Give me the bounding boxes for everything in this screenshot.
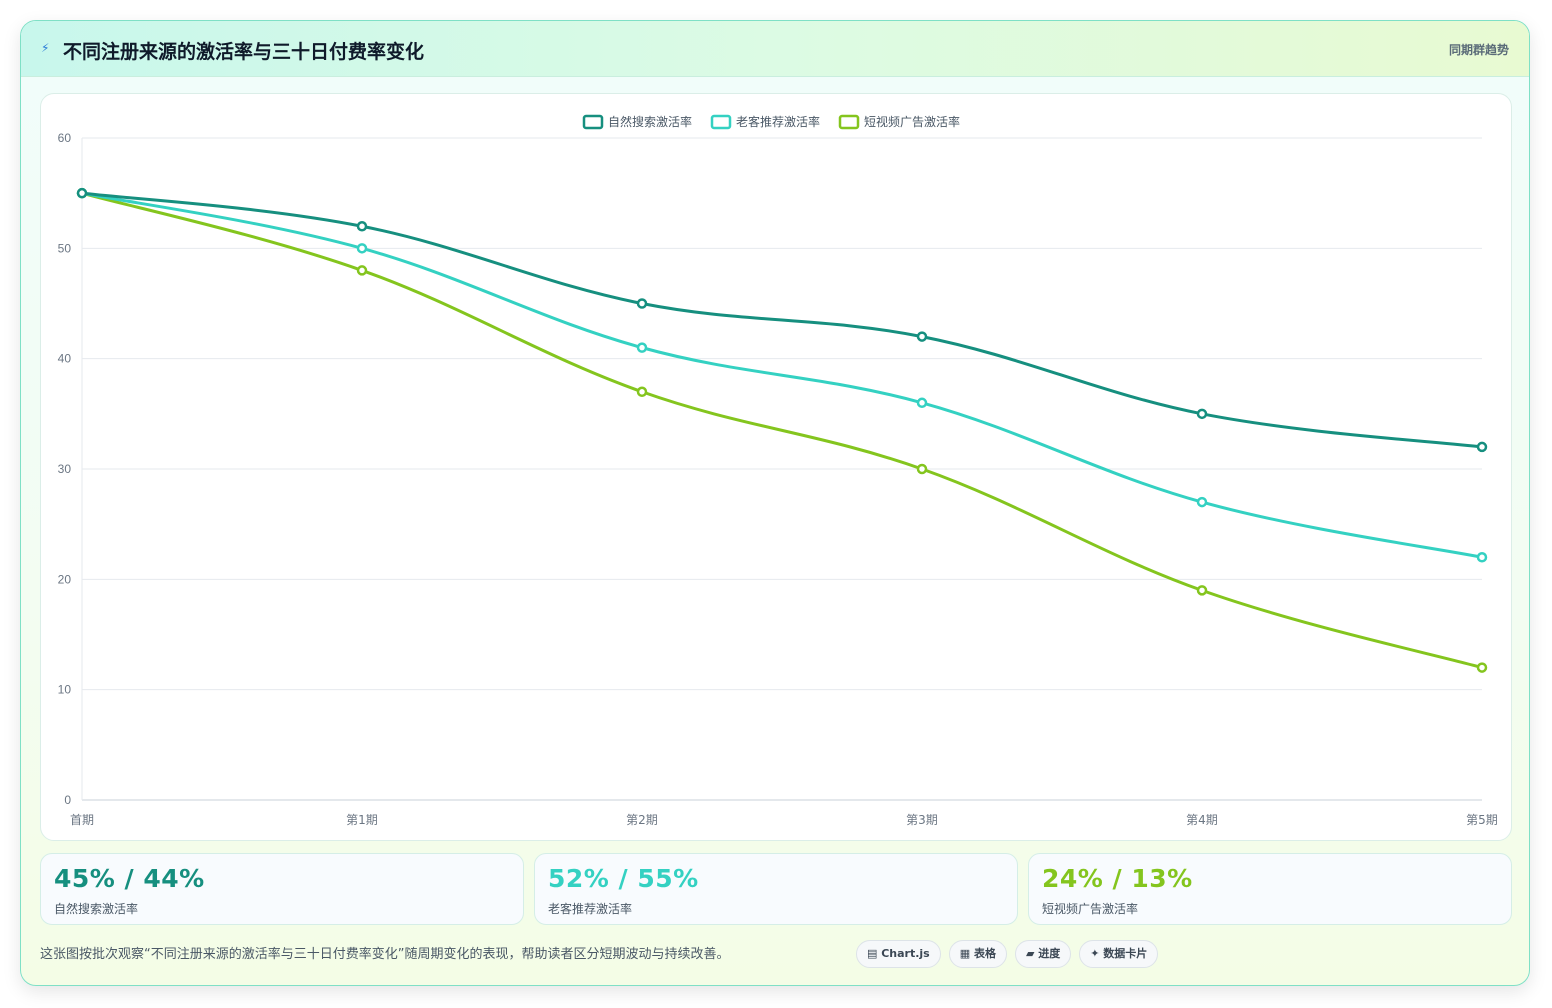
legend-label: 老客推荐激活率 xyxy=(736,114,820,129)
stat-card-referral: 52% / 55% 老客推荐激活率 xyxy=(534,853,1018,925)
legend-swatch xyxy=(710,114,732,130)
header-tag: 同期群趋势 xyxy=(1448,43,1509,57)
page-title: 不同注册来源的激活率与三十日付费率变化 xyxy=(63,41,425,63)
x-tick-label: 第2期 xyxy=(626,813,658,827)
x-tick-label: 第1期 xyxy=(346,813,378,827)
data-point xyxy=(356,221,368,232)
tag-list: ▤ Chart.js ▦ 表格 ▰ 进度 ✦ 数据卡片 xyxy=(856,940,1159,968)
footnote: 这张图按批次观察“不同注册来源的激活率与三十日付费率变化”随周期变化的表现，帮助… xyxy=(40,947,730,962)
y-tick-label: 30 xyxy=(58,462,72,476)
data-point xyxy=(916,331,928,342)
x-tick-label: 第4期 xyxy=(1186,813,1218,827)
tag-table[interactable]: ▦ 表格 xyxy=(948,940,1007,968)
x-tick-label: 第5期 xyxy=(1466,813,1498,827)
legend-label: 自然搜索激活率 xyxy=(608,114,692,129)
legend-label: 短视频广告激活率 xyxy=(864,114,960,129)
legend-swatch xyxy=(582,114,604,130)
chart-area: 0 10 20 30 40 50 60 首期 第1期 第2期 第3期 第4期 第5期 自然搜索激活率 老客推… xyxy=(40,93,1512,841)
y-tick-label: 20 xyxy=(58,572,72,586)
chart-card: ⚡ 不同注册来源的激活率与三十日付费率变化 同期群趋势 0 10 20 30 40 50 6… xyxy=(20,20,1530,986)
stat-label: 短视频广告激活率 xyxy=(1042,902,1139,916)
y-tick-label: 60 xyxy=(58,131,72,145)
data-point xyxy=(1476,441,1488,453)
stat-label: 老客推荐激活率 xyxy=(548,902,633,916)
data-point xyxy=(1196,496,1208,508)
y-tick-label: 40 xyxy=(58,352,72,366)
y-tick-label: 0 xyxy=(64,793,71,807)
lightning-icon: ⚡ xyxy=(41,41,50,55)
stat-label: 自然搜索激活率 xyxy=(54,902,139,916)
stat-card-organic: 45% / 44% 自然搜索激活率 xyxy=(40,853,524,925)
x-tick-label: 第3期 xyxy=(906,813,938,827)
tag-chartjs[interactable]: ▤ Chart.js xyxy=(856,940,941,968)
x-tick-label: 首期 xyxy=(70,813,94,827)
series-line xyxy=(81,191,1483,449)
tag-data-card[interactable]: ✦ 数据卡片 xyxy=(1079,940,1159,968)
series-line xyxy=(81,191,1483,559)
data-point xyxy=(1196,408,1208,420)
tag-progress[interactable]: ▰ 进度 xyxy=(1014,940,1072,968)
data-point xyxy=(356,265,368,276)
data-point xyxy=(916,397,928,409)
data-point xyxy=(636,298,648,309)
data-point xyxy=(1476,662,1488,673)
data-point xyxy=(636,342,648,353)
data-point xyxy=(636,386,648,398)
stat-value: 45% / 44% xyxy=(54,864,205,893)
y-tick-label: 50 xyxy=(58,241,72,255)
data-point xyxy=(76,187,88,199)
data-point xyxy=(356,243,368,254)
line-chart: 0 10 20 30 40 50 60 首期 第1期 第2期 第3期 第4期 第5期 自然搜索激活率 老客推… xyxy=(58,114,1498,827)
data-point xyxy=(1196,585,1208,596)
y-tick-label: 10 xyxy=(58,683,72,697)
stat-value: 52% / 55% xyxy=(548,864,699,893)
data-point xyxy=(1476,552,1488,563)
stat-card-shortvideo: 24% / 13% 短视频广告激活率 xyxy=(1028,853,1512,925)
series-line xyxy=(81,191,1483,670)
legend-swatch xyxy=(838,114,860,130)
stat-value: 24% / 13% xyxy=(1042,864,1193,893)
card-header: ⚡ 不同注册来源的激活率与三十日付费率变化 同期群趋势 xyxy=(21,21,1529,77)
data-point xyxy=(916,463,928,475)
